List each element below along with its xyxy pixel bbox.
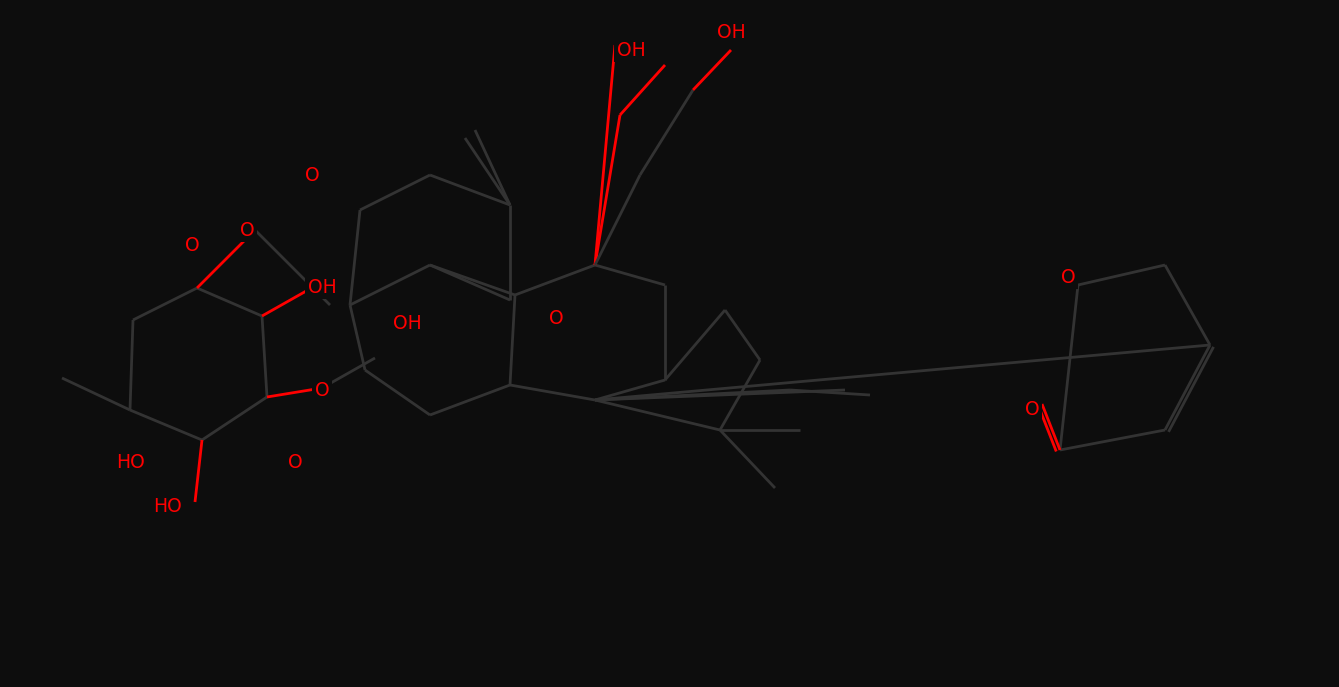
Text: OH: OH <box>617 41 645 60</box>
Text: OH: OH <box>392 313 422 333</box>
Text: O: O <box>240 221 254 240</box>
Text: O: O <box>315 381 329 400</box>
Text: O: O <box>305 166 319 185</box>
Text: HO: HO <box>153 497 181 515</box>
Text: O: O <box>1060 267 1075 286</box>
Text: O: O <box>185 236 200 254</box>
Text: O: O <box>1024 400 1039 418</box>
Text: HO: HO <box>115 453 145 471</box>
Text: OH: OH <box>716 23 746 41</box>
Text: O: O <box>549 308 564 328</box>
Text: O: O <box>288 453 303 471</box>
Text: OH: OH <box>308 278 336 297</box>
